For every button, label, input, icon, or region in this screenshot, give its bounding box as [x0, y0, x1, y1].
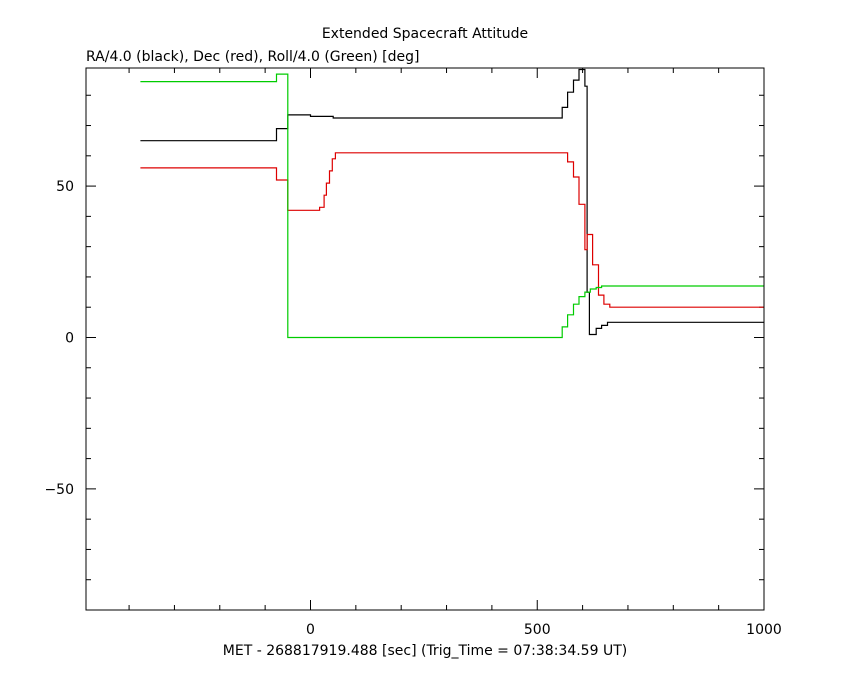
- series-lines: [140, 68, 764, 339]
- plot-frame: [85, 67, 765, 611]
- x-axis-label: MET - 268817919.488 [sec] (Trig_Time = 0…: [223, 643, 627, 659]
- y-tick-label: 0: [65, 330, 74, 346]
- axis-ticks: 0 500 1000 −50 0 50: [44, 68, 782, 638]
- series-line: [140, 68, 764, 336]
- chart-subtitle: RA/4.0 (black), Dec (red), Roll/4.0 (Gre…: [86, 49, 419, 65]
- x-tick-label: 0: [306, 622, 315, 638]
- series-line: [140, 73, 764, 339]
- x-tick-label: 1000: [746, 622, 782, 638]
- series-line: [140, 152, 764, 308]
- x-tick-label: 500: [524, 622, 551, 638]
- chart-title: Extended Spacecraft Attitude: [322, 26, 528, 42]
- y-tick-label: 50: [56, 179, 74, 195]
- y-tick-label: −50: [44, 482, 74, 498]
